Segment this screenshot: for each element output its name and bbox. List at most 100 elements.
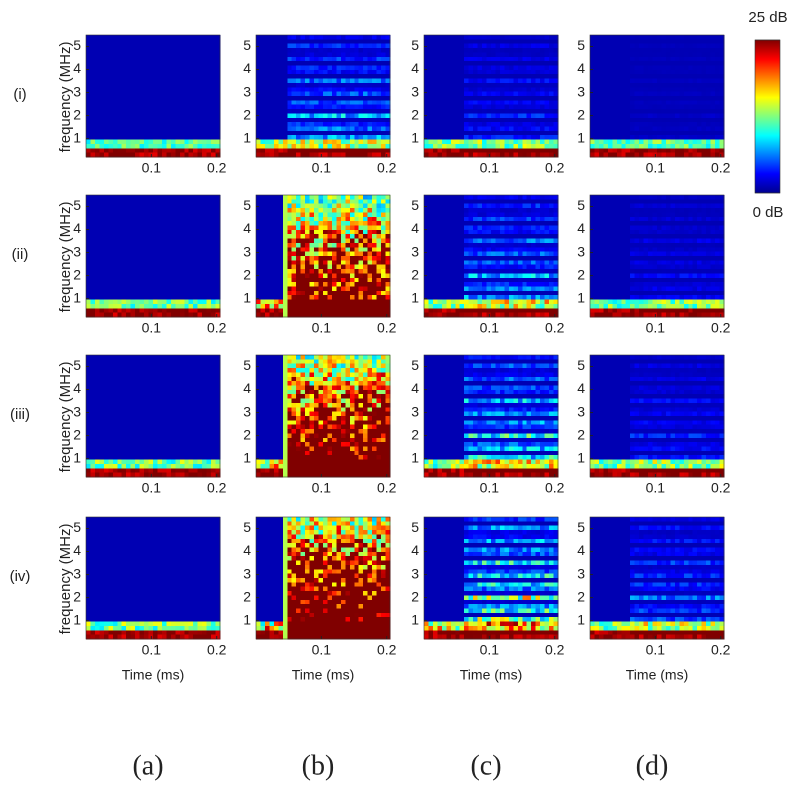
spectrogram-cell (381, 100, 386, 106)
spectrogram-cell (103, 39, 109, 45)
spectrogram-cell (674, 82, 680, 88)
spectrogram-cell (459, 56, 465, 62)
spectrogram-cell (385, 225, 391, 231)
spectrogram-cell (372, 87, 377, 93)
spectrogram-cell (327, 286, 333, 292)
spectrogram-cell (90, 130, 96, 136)
spectrogram-cell (300, 264, 306, 270)
spectrogram-cell (376, 234, 382, 239)
spectrogram-cell (153, 69, 158, 75)
spectrogram-cell (477, 56, 483, 62)
spectrogram-cell (296, 212, 302, 218)
spectrogram-cell (446, 148, 452, 154)
spectrogram-cell (634, 52, 640, 58)
spectrogram-cell (135, 290, 140, 296)
spectrogram-cell (706, 65, 711, 71)
spectrogram-cell (287, 148, 293, 154)
spectrogram-cell (345, 130, 351, 136)
spectrogram-cell (363, 82, 369, 88)
spectrogram-cell (701, 152, 707, 158)
spectrogram-cell (103, 303, 109, 309)
spectrogram-cell (594, 78, 600, 84)
spectrogram-cell (175, 282, 181, 287)
spectrogram-cell (323, 212, 328, 218)
spectrogram-cell (193, 100, 199, 106)
spectrogram-cell (170, 195, 176, 200)
spectrogram-cell (300, 78, 306, 84)
spectrogram-cell (643, 91, 649, 97)
spectrogram-cell (256, 117, 261, 123)
spectrogram-cell (139, 65, 145, 71)
spectrogram-cell (287, 126, 293, 132)
spectrogram-cell (215, 242, 221, 248)
spectrogram-cell (486, 78, 492, 84)
spectrogram-cell (269, 130, 275, 136)
spectrogram-cell (459, 39, 465, 45)
spectrogram-cell (683, 82, 689, 88)
spectrogram-cell (296, 96, 302, 101)
spectrogram-cell (603, 122, 609, 127)
spectrogram-cell (144, 65, 149, 71)
spectrogram-cell (260, 65, 266, 71)
spectrogram-cell (363, 216, 369, 222)
spectrogram-cell (643, 100, 649, 106)
spectrogram-cell (719, 78, 725, 84)
spectrogram-cell (108, 221, 114, 226)
spectrogram-cell (455, 126, 461, 132)
spectrogram-cell (175, 148, 181, 154)
spectrogram-cell (323, 225, 328, 231)
spectrogram-cell (260, 109, 266, 114)
spectrogram-cell (381, 69, 386, 75)
spectrogram-cell (112, 87, 118, 93)
spectrogram-cell (153, 74, 158, 79)
spectrogram-cell (264, 282, 270, 287)
spectrogram-cell (336, 251, 342, 257)
spectrogram-cell (121, 82, 127, 88)
spectrogram-cell (287, 87, 293, 93)
spectrogram-cell (278, 96, 284, 101)
spectrogram-cell (549, 87, 554, 93)
spectrogram-cell (323, 130, 328, 136)
spectrogram-cell (376, 56, 382, 62)
spectrogram-cell (358, 78, 364, 84)
spectrogram-cell (282, 143, 288, 149)
spectrogram-cell (175, 229, 181, 235)
spectrogram-cell (701, 56, 707, 62)
spectrogram-cell (495, 48, 501, 53)
y-tick-label: 3 (73, 83, 81, 99)
spectrogram-cell (108, 308, 114, 314)
spectrogram-cell (531, 130, 537, 136)
spectrogram-cell (432, 87, 438, 93)
spectrogram-cell (349, 43, 355, 49)
spectrogram-cell (256, 35, 261, 40)
spectrogram-cell (300, 203, 306, 209)
spectrogram-cell (363, 203, 369, 209)
spectrogram-cell (144, 282, 149, 287)
spectrogram-cell (363, 56, 369, 62)
spectrogram-cell (291, 104, 297, 110)
spectrogram-cell (679, 43, 685, 49)
spectrogram-cell (256, 82, 261, 88)
spectrogram-cell (477, 143, 483, 149)
spectrogram-cell (148, 122, 154, 127)
spectrogram-cell (94, 48, 100, 53)
spectrogram-cell (428, 43, 434, 49)
spectrogram-cell (648, 96, 653, 101)
spectrogram-cell (126, 48, 132, 53)
spectrogram-cell (90, 104, 96, 110)
spectrogram-cell (327, 69, 333, 75)
spectrogram-cell (287, 216, 293, 222)
spectrogram-cell (327, 256, 333, 261)
spectrogram-cell (264, 295, 270, 300)
spectrogram-cell (508, 139, 514, 145)
spectrogram-cell (688, 87, 694, 93)
spectrogram-cell (175, 251, 181, 257)
spectrogram-cell (184, 260, 190, 266)
spectrogram-cell (508, 74, 514, 79)
spectrogram-cell (117, 52, 123, 58)
spectrogram-cell (670, 130, 676, 136)
y-tick-label: 2 (243, 106, 251, 122)
spectrogram-cell (193, 308, 199, 314)
spectrogram-cell (90, 247, 96, 253)
spectrogram-cell (336, 109, 342, 114)
